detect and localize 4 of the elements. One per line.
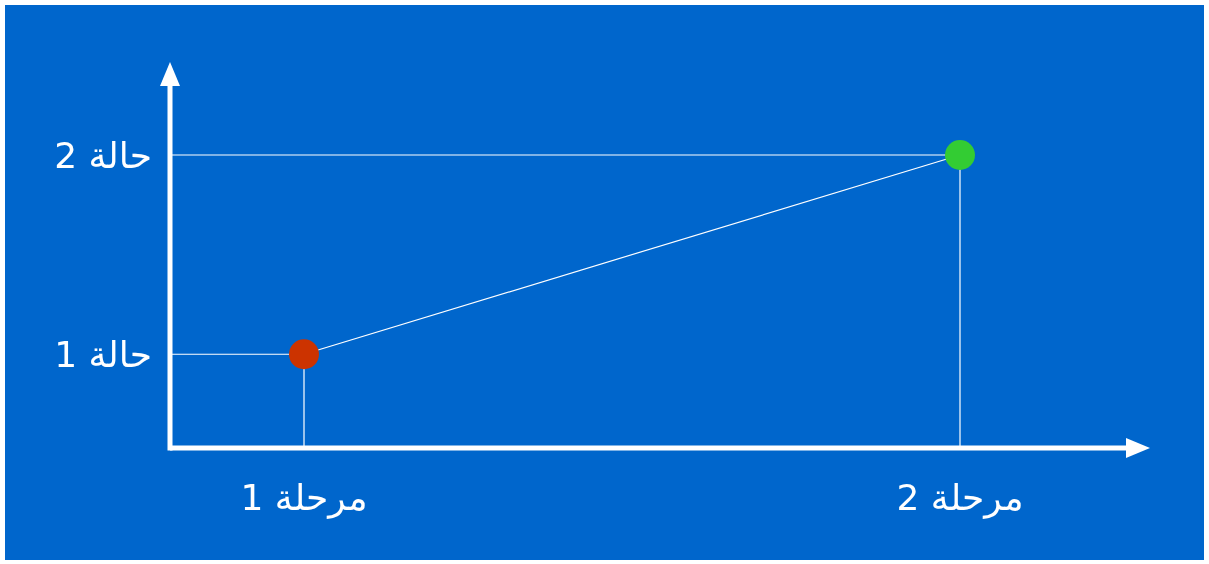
text: حالة 1: [54, 334, 152, 376]
x-tick-label: مرحلة 1: [240, 477, 368, 519]
x-tick-label: مرحلة 2: [896, 477, 1024, 519]
text: حالة 2: [54, 135, 152, 176]
